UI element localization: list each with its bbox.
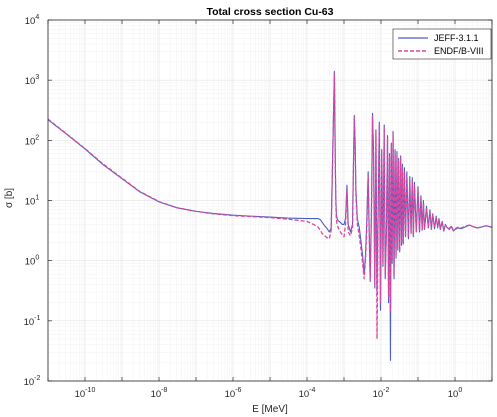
x-tick-label: 10-8 <box>151 387 168 400</box>
x-tick-label: 10-6 <box>225 387 242 400</box>
x-tick-label: 100 <box>448 387 463 400</box>
y-tick-label: 101 <box>25 195 40 208</box>
x-tick-label: 10-4 <box>299 387 316 400</box>
x-tick-label: 10-2 <box>373 387 390 400</box>
y-axis-label: σ [b] <box>4 188 15 208</box>
grid <box>47 19 493 382</box>
tick-marks <box>47 19 493 382</box>
y-tick-label: 10-1 <box>24 315 41 328</box>
y-tick-label: 102 <box>25 134 40 147</box>
legend-box <box>392 28 492 60</box>
x-axis-label: E [MeV] <box>252 404 288 415</box>
y-tick-label: 103 <box>25 74 40 87</box>
legend-label-endf: ENDF/B-VIII <box>434 46 484 56</box>
y-tick-labels: 10-2 10-1 100 101 102 103 104 <box>24 14 41 388</box>
legend-label-jeff: JEFF-3.1.1 <box>434 33 479 43</box>
legend: JEFF-3.1.1 ENDF/B-VIII <box>392 28 492 60</box>
x-tick-labels: 10-10 10-8 10-6 10-4 10-2 100 <box>75 387 463 400</box>
y-tick-label: 104 <box>25 14 40 27</box>
series-line-0 <box>47 70 493 361</box>
y-tick-label: 100 <box>25 255 40 268</box>
x-tick-label: 10-10 <box>75 387 96 400</box>
chart-title: Total cross section Cu-63 <box>206 6 333 18</box>
y-tick-label: 10-2 <box>24 375 41 388</box>
series-layer <box>47 70 493 361</box>
